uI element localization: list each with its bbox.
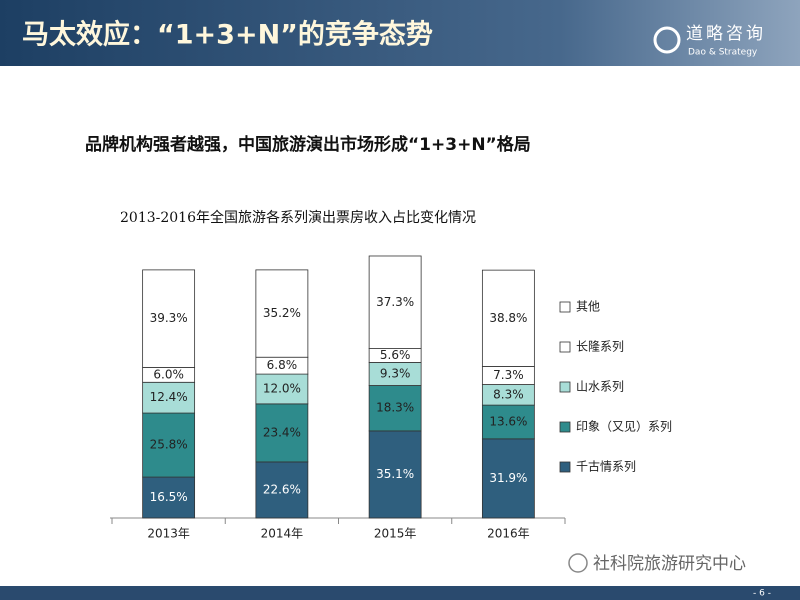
data-label: 31.9%: [489, 471, 527, 485]
data-label: 38.8%: [489, 311, 527, 325]
bar-segment: [481, 269, 535, 367]
data-label: 16.5%: [150, 490, 188, 504]
bar-segment: [481, 438, 535, 519]
legend-swatch: [559, 461, 571, 473]
bar-segment: [368, 385, 422, 432]
legend-swatch: [559, 421, 571, 433]
data-label: 6.8%: [267, 358, 298, 372]
legend-label: 长隆系列: [576, 339, 624, 354]
bar-segment: [142, 381, 196, 414]
bar-segment: [368, 430, 422, 519]
page-number: - 6 -: [753, 589, 771, 599]
footer-bar: [0, 586, 800, 600]
x-tick-label: 2015年: [374, 527, 417, 541]
subtitle: 品牌机构强者越强，中国旅游演出市场形成“1+3+N”格局: [85, 134, 531, 155]
bar-segment: [142, 476, 196, 519]
data-label: 9.3%: [380, 366, 411, 380]
x-tick-label: 2013年: [147, 527, 190, 541]
logo-name: 道略咨询: [686, 24, 766, 44]
legend-swatch: [559, 341, 571, 353]
x-tick-label: 2016年: [487, 527, 530, 541]
data-label: 23.4%: [263, 425, 301, 439]
bar-segment: [481, 404, 535, 440]
legend-label: 山水系列: [576, 380, 624, 394]
bar-segment: [368, 255, 422, 349]
data-label: 18.3%: [376, 401, 414, 415]
data-label: 13.6%: [489, 414, 527, 428]
watermark-icon: [568, 553, 588, 573]
data-label: 5.6%: [380, 348, 411, 362]
data-label: 22.6%: [263, 482, 301, 496]
legend-swatch: [559, 301, 571, 313]
data-label: 39.3%: [150, 311, 188, 325]
slide-title: 马太效应：“1+3+N”的竞争态势: [22, 19, 433, 51]
legend-label: 其他: [576, 300, 600, 314]
data-label: 7.3%: [493, 368, 524, 382]
data-label: 12.4%: [150, 390, 188, 404]
legend-label: 千古情系列: [576, 459, 636, 474]
watermark: 社科院旅游研究中心: [593, 554, 746, 574]
bar-segment: [255, 373, 309, 405]
x-tick-label: 2014年: [261, 527, 304, 541]
header-bar: [0, 0, 800, 66]
legend-swatch: [559, 381, 571, 393]
legend-label: 印象（又见）系列: [576, 420, 672, 434]
bar-segment: [255, 403, 309, 463]
bar-segment: [142, 269, 196, 368]
data-label: 25.8%: [150, 438, 188, 452]
data-label: 35.2%: [263, 306, 301, 320]
data-label: 37.3%: [376, 295, 414, 309]
logo-icon: [653, 26, 681, 54]
data-label: 8.3%: [493, 387, 524, 401]
data-label: 6.0%: [153, 367, 184, 381]
data-label: 35.1%: [376, 467, 414, 481]
logo-sub: Dao & Strategy: [688, 48, 758, 58]
chart-title: 2013-2016年全国旅游各系列演出票房收入占比变化情况: [120, 209, 476, 226]
bar-segment: [255, 269, 309, 358]
data-label: 12.0%: [263, 381, 301, 395]
